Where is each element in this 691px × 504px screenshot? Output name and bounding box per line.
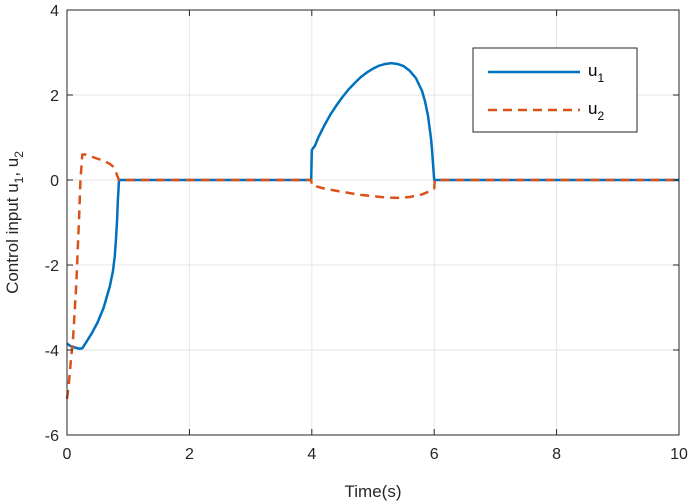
x-tick-label: 8 (552, 446, 561, 463)
series-line-1 (66, 61, 679, 350)
x-tick-label: 10 (670, 446, 688, 463)
series-layer (65, 61, 679, 400)
x-tick-label: 0 (63, 446, 72, 463)
y-tick-label: 0 (50, 173, 59, 190)
axis-ticks (66, 9, 680, 436)
legend-label-u2: u2 (588, 99, 604, 123)
y-tick-label: -4 (45, 343, 59, 360)
y-axis-title-sub2: 2 (12, 151, 26, 158)
y-tick-label: 4 (50, 3, 59, 20)
x-axis-title: Time(s) (345, 482, 402, 501)
legend-label-u2-sub: 2 (597, 109, 604, 123)
legend-box (472, 47, 638, 133)
y-axis-title-sub1: 1 (12, 176, 26, 183)
y-tick-label: -6 (45, 428, 59, 445)
y-axis-title-main: Control input u (3, 183, 22, 294)
legend-label-u1-main: u (588, 61, 597, 80)
x-tick-label: 6 (430, 446, 439, 463)
y-axis-title: Control input u1, u2 (3, 151, 26, 294)
x-tick-label: 4 (307, 446, 316, 463)
plot-frame (66, 9, 680, 436)
x-tick-label: 2 (185, 446, 194, 463)
legend-label-u1: u1 (588, 61, 604, 85)
tick-labels: 0 2 4 6 8 10 -6 -4 -2 0 2 4 (45, 3, 688, 463)
y-axis-title-sep: , u (3, 158, 22, 177)
legend-label-u2-main: u (588, 99, 597, 118)
legend: u1 u2 (472, 47, 638, 133)
series-line-2 (65, 153, 679, 400)
legend-label-u1-sub: 1 (597, 71, 604, 85)
y-tick-label: 2 (50, 88, 59, 105)
y-tick-label: -2 (45, 258, 59, 275)
